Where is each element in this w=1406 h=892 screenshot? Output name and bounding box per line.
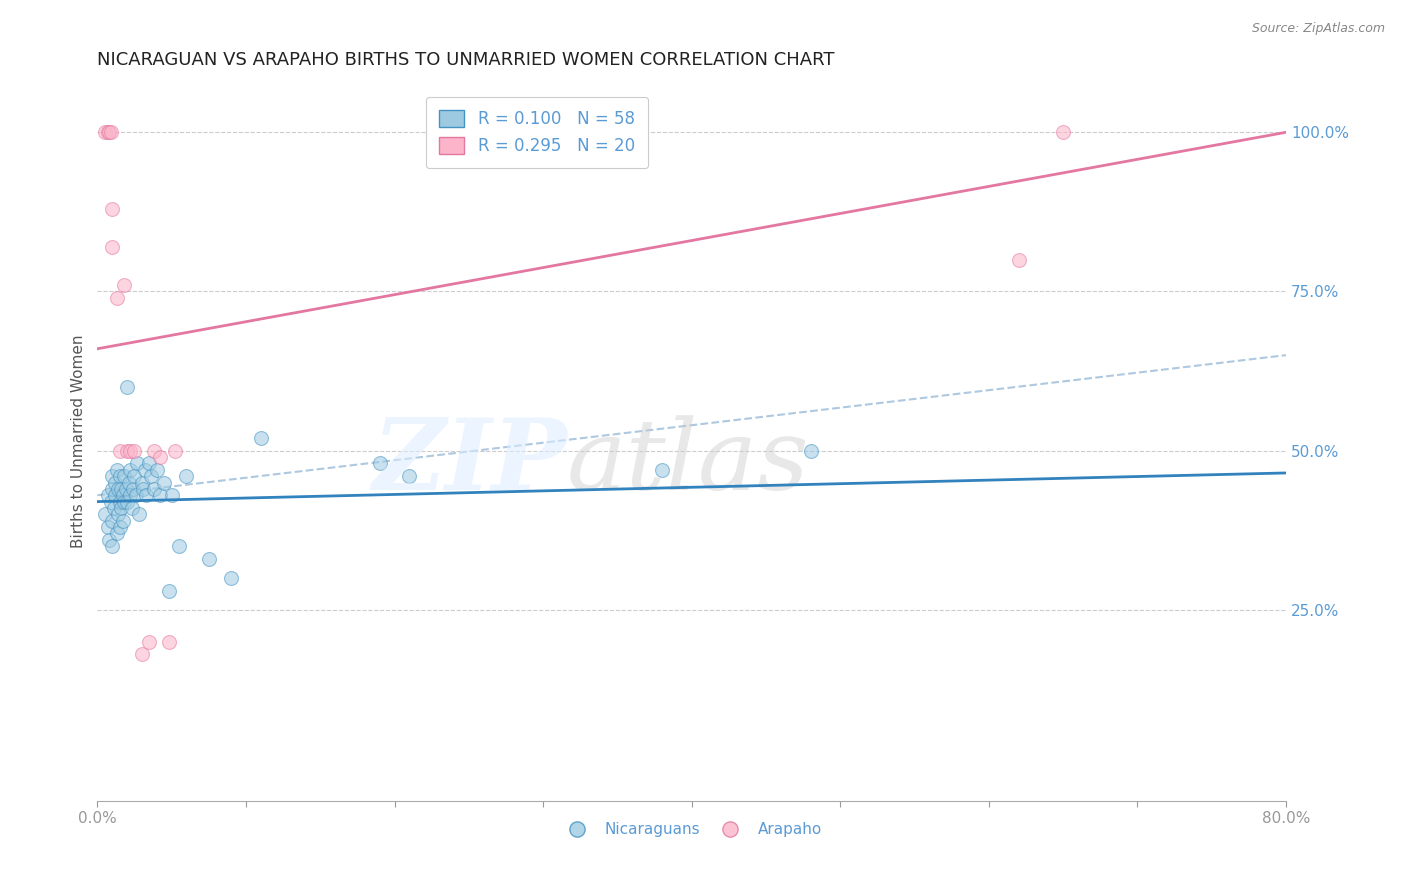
Point — [651, 463, 673, 477]
Point — [101, 482, 124, 496]
Point — [176, 469, 198, 483]
Point — [101, 469, 124, 483]
Point — [105, 463, 128, 477]
Point — [122, 482, 145, 496]
Point — [219, 571, 242, 585]
Point — [153, 475, 176, 490]
Point — [115, 443, 138, 458]
Point — [149, 488, 172, 502]
Point — [105, 291, 128, 305]
Point — [97, 125, 120, 139]
Point — [112, 469, 135, 483]
Point — [110, 500, 132, 515]
Point — [111, 488, 134, 502]
Point — [135, 488, 157, 502]
Point — [139, 469, 162, 483]
Point — [118, 463, 141, 477]
Point — [100, 125, 122, 139]
Point — [101, 202, 124, 216]
Point — [115, 380, 138, 394]
Point — [94, 508, 117, 522]
Point — [107, 482, 129, 496]
Point — [118, 443, 141, 458]
Point — [97, 520, 120, 534]
Point — [103, 500, 125, 515]
Point — [799, 443, 821, 458]
Point — [124, 443, 146, 458]
Text: atlas: atlas — [567, 415, 810, 510]
Point — [160, 488, 183, 502]
Point — [104, 488, 127, 502]
Point — [104, 475, 127, 490]
Point — [157, 583, 180, 598]
Point — [112, 494, 135, 508]
Point — [101, 514, 124, 528]
Legend: Nicaraguans, Arapaho: Nicaraguans, Arapaho — [555, 816, 828, 844]
Point — [1007, 252, 1029, 267]
Point — [101, 240, 124, 254]
Point — [121, 500, 143, 515]
Point — [111, 514, 134, 528]
Point — [368, 457, 391, 471]
Point — [117, 475, 139, 490]
Point — [163, 443, 186, 458]
Point — [94, 125, 117, 139]
Point — [125, 488, 148, 502]
Point — [138, 457, 160, 471]
Text: ZIP: ZIP — [371, 415, 567, 511]
Point — [97, 488, 120, 502]
Point — [138, 634, 160, 648]
Point — [101, 539, 124, 553]
Point — [108, 469, 131, 483]
Point — [100, 494, 122, 508]
Point — [134, 463, 156, 477]
Point — [98, 533, 121, 547]
Point — [114, 482, 136, 496]
Point — [98, 125, 121, 139]
Point — [112, 278, 135, 293]
Point — [108, 443, 131, 458]
Point — [105, 526, 128, 541]
Point — [118, 488, 141, 502]
Y-axis label: Births to Unmarried Women: Births to Unmarried Women — [72, 334, 86, 548]
Point — [146, 463, 169, 477]
Point — [157, 634, 180, 648]
Point — [142, 443, 165, 458]
Point — [167, 539, 190, 553]
Point — [149, 450, 172, 464]
Point — [128, 508, 150, 522]
Point — [108, 520, 131, 534]
Point — [142, 482, 165, 496]
Point — [127, 457, 149, 471]
Point — [398, 469, 420, 483]
Point — [124, 469, 146, 483]
Point — [132, 482, 155, 496]
Text: Source: ZipAtlas.com: Source: ZipAtlas.com — [1251, 22, 1385, 36]
Point — [110, 482, 132, 496]
Point — [131, 648, 153, 662]
Point — [107, 508, 129, 522]
Point — [108, 494, 131, 508]
Point — [131, 475, 153, 490]
Point — [115, 494, 138, 508]
Point — [249, 431, 271, 445]
Point — [197, 552, 219, 566]
Text: NICARAGUAN VS ARAPAHO BIRTHS TO UNMARRIED WOMEN CORRELATION CHART: NICARAGUAN VS ARAPAHO BIRTHS TO UNMARRIE… — [97, 51, 835, 69]
Point — [1052, 125, 1074, 139]
